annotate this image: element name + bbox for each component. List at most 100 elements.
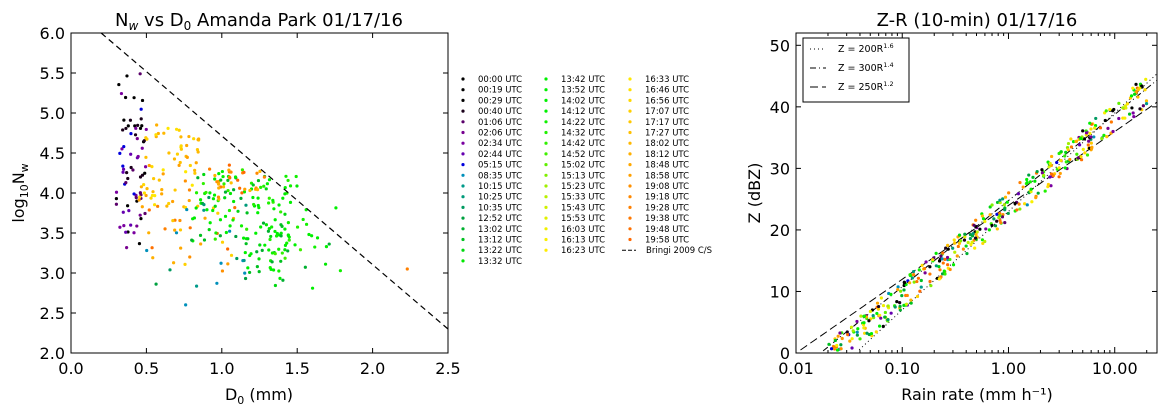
legend-label: 00:29 UTC [478,96,522,106]
legend-label: 16:56 UTC [645,96,689,106]
legend-marker [461,88,465,92]
chart1-point [179,135,183,139]
chart1-point [208,221,212,225]
chart1-point [202,172,206,177]
chart1-point [247,270,252,275]
chart1-x-tick-label: 1.5 [284,359,309,378]
chart2-point [1130,106,1134,110]
chart1-point [178,218,182,223]
chart1-point [187,188,192,192]
legend-label: 17:27 UTC [645,129,689,139]
chart1-point [126,176,130,181]
chart1-title: Nw vs D0 Amanda Park 01/17/16 [115,10,403,33]
chart2-point [862,321,866,325]
chart2-title: Z-R (10-min) 01/17/16 [877,10,1078,31]
chart2-point [990,203,994,207]
chart1-point [215,281,219,285]
chart2-point [1025,203,1029,207]
chart2-point [911,269,916,274]
chart1-point [136,154,140,159]
chart2-point [1003,208,1007,212]
chart2-point [1087,139,1091,143]
chart1-point [147,231,151,235]
chart2-point [846,333,850,337]
chart1-point [121,167,126,171]
chart1-point [301,217,305,222]
chart1-point [327,242,331,246]
chart1-point [273,283,278,288]
chart1-point [153,203,157,207]
chart2-point [990,223,994,228]
legend-marker [461,77,465,81]
legend-label: 19:28 UTC [645,203,689,213]
chart1-point [123,95,128,100]
chart2-point [1081,129,1085,133]
chart2-point [871,313,875,318]
chart1-point [213,173,217,178]
chart1-point [156,131,160,136]
chart1-point [140,98,145,103]
chart2-point [1035,169,1039,174]
legend-label: 02:06 UTC [478,129,522,139]
chart2-point [980,238,985,242]
chart1-point [133,124,137,128]
legend-marker [461,173,465,177]
chart2-point [1123,116,1127,120]
chart2-point [1125,102,1129,106]
legend-marker [628,130,632,135]
legend-marker [628,98,632,102]
chart2-point [881,324,885,328]
chart2-point [1025,177,1029,182]
chart2-point [1058,158,1063,163]
chart1-point [217,171,221,176]
chart2-point [849,325,854,329]
chart2-point [1071,140,1076,144]
chart1-point [270,260,274,264]
chart1-point [202,202,206,207]
chart2-point [946,247,950,251]
chart2-point [1092,135,1096,139]
chart1-point [222,182,226,186]
chart1-point [213,237,217,241]
chart1-point [193,168,197,172]
chart1-point [121,164,125,168]
legend-label: 00:40 UTC [478,107,522,117]
chart1-point [198,233,203,237]
chart1-point [185,143,189,148]
chart2-point [875,311,879,316]
chart2-point [1144,102,1149,106]
chart1-point [174,127,179,131]
chart1-point [138,213,142,217]
chart1-point [118,225,122,229]
chart2-point [1025,180,1029,185]
chart1-point [175,152,180,156]
chart2-point [942,269,946,273]
legend-marker [461,248,465,252]
chart1-point [122,144,126,149]
legend-label: 19:48 UTC [645,225,689,235]
chart1-point [167,151,171,155]
chart1-point [255,171,259,175]
chart1-point [258,169,262,173]
chart1-point [293,243,297,247]
chart1-point [137,242,142,246]
chart2-point [898,304,902,308]
chart2-point [889,292,893,296]
chart1-point [118,151,122,156]
legend-label: 19:38 UTC [645,214,689,224]
chart1-point [227,208,232,213]
chart1-point [216,211,220,215]
chart1-point [228,229,232,233]
chart1-point [154,282,158,286]
chart2-point [920,263,924,267]
legend-marker [544,173,548,177]
chart2-point [917,268,921,272]
chart2-point [1079,155,1083,159]
chart1-point [238,186,242,190]
chart1-point [117,82,121,87]
chart2-point [1049,184,1053,188]
chart1-point [183,179,187,183]
chart1-point [185,155,189,159]
chart1-point [264,223,269,227]
chart1-point [262,184,266,188]
